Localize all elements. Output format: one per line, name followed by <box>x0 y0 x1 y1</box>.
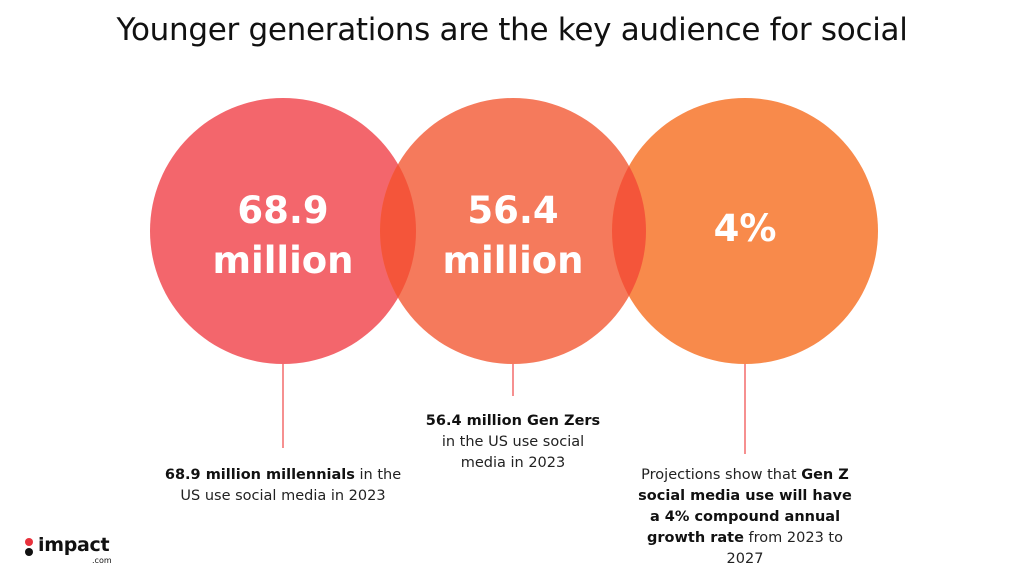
caption-growth-pre: Projections show that <box>641 467 802 483</box>
stat-millennials-unit: million <box>212 239 354 282</box>
caption-genz-text: in the US use social media in 2023 <box>441 434 585 471</box>
circle-growth <box>612 98 878 364</box>
circle-millennials <box>150 98 416 364</box>
caption-millennials-text: in the US use social media in 2023 <box>180 467 402 504</box>
circle-gen-z <box>380 98 646 364</box>
logo-dot-black-icon <box>25 548 33 556</box>
logo-dot-red-icon <box>25 538 33 546</box>
stat-genz-unit: million <box>442 239 584 282</box>
caption-growth-text: from 2023 to 2027 <box>726 530 843 567</box>
stat-millennials-value: 68.9 million <box>163 186 403 286</box>
stat-genz-value: 56.4 million <box>393 186 633 286</box>
stat-growth-value: 4% <box>625 204 865 254</box>
caption-millennials-bold: 68.9 million millennials <box>164 467 355 483</box>
stat-growth-number: 4% <box>713 207 777 250</box>
logo-text: impact <box>38 534 110 556</box>
logo-subtext: .com <box>92 556 112 565</box>
page-title: Younger generations are the key audience… <box>116 12 908 48</box>
caption-growth: Projections show that Gen Z social media… <box>632 465 858 570</box>
caption-growth-bold: Gen Z social media use will have a 4% co… <box>638 467 852 546</box>
caption-genz: 56.4 million Gen Zers in the US use soci… <box>418 411 608 474</box>
caption-millennials: 68.9 million millennials in the US use s… <box>163 465 403 507</box>
stat-genz-number: 56.4 <box>467 189 559 232</box>
impact-logo: impact .com <box>24 534 134 567</box>
caption-genz-bold: 56.4 million Gen Zers <box>425 413 601 429</box>
stat-millennials-number: 68.9 <box>237 189 329 232</box>
